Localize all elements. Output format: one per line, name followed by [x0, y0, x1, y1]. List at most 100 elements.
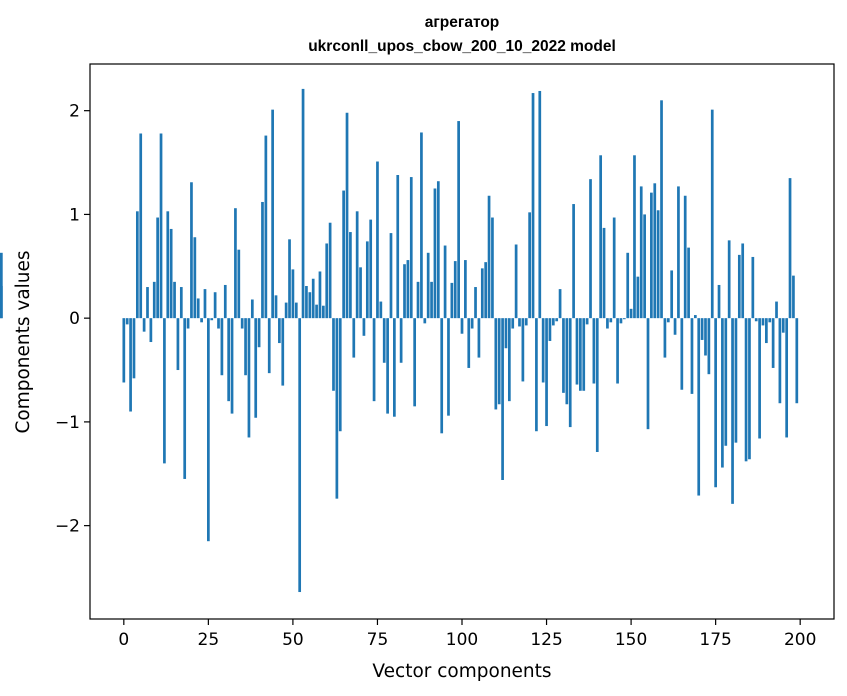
bar — [724, 318, 728, 446]
bar — [240, 318, 244, 329]
bar — [626, 252, 630, 319]
bar — [754, 318, 758, 322]
bar — [511, 318, 515, 329]
bar — [396, 175, 400, 319]
y-axis-ticks: −2 −1 0 1 2 — [55, 102, 90, 537]
bar — [321, 305, 325, 319]
bar — [349, 232, 352, 319]
bar — [386, 318, 389, 414]
bar — [159, 133, 163, 319]
bar — [721, 318, 724, 468]
bar — [305, 286, 308, 319]
bar — [311, 278, 315, 319]
bar — [795, 318, 799, 404]
bar — [267, 318, 271, 374]
bar — [609, 318, 613, 323]
bar — [636, 276, 640, 319]
bar — [683, 195, 687, 319]
x-tick-label: 100 — [446, 630, 478, 650]
bar — [0, 286, 3, 319]
bar — [379, 301, 383, 319]
bar — [548, 318, 552, 341]
bar — [301, 88, 305, 319]
bar — [639, 186, 643, 319]
bar — [484, 262, 488, 319]
y-axis-label: Components values — [13, 250, 34, 433]
bar — [227, 318, 231, 402]
bar — [693, 315, 697, 319]
bar — [592, 318, 596, 384]
x-tick-label: 175 — [699, 630, 731, 650]
bar — [504, 318, 508, 349]
bar — [453, 261, 457, 319]
bar — [582, 318, 586, 391]
bar — [420, 132, 423, 319]
bar — [237, 249, 241, 319]
bar — [514, 244, 518, 319]
bar — [338, 318, 342, 432]
bar — [748, 318, 751, 460]
bar — [281, 318, 285, 386]
bar — [125, 318, 129, 325]
bar — [660, 100, 663, 319]
bar — [494, 318, 498, 410]
bar — [139, 133, 143, 319]
bar — [163, 318, 166, 464]
bar — [335, 318, 339, 499]
bar — [792, 275, 795, 319]
bar — [440, 318, 444, 434]
bar — [619, 318, 623, 324]
bar — [318, 271, 322, 319]
bar — [734, 318, 738, 443]
bar — [217, 318, 220, 329]
bar — [700, 318, 704, 340]
bar — [186, 318, 190, 329]
bar — [426, 252, 430, 319]
bar — [612, 217, 616, 319]
bar — [190, 182, 193, 319]
bar — [345, 112, 349, 319]
bar — [132, 318, 136, 379]
bar — [680, 318, 684, 390]
bar — [264, 135, 268, 319]
bar — [207, 318, 210, 542]
bar — [430, 281, 433, 319]
bar — [562, 318, 565, 393]
bar — [545, 318, 548, 427]
x-tick-label: 50 — [282, 630, 304, 650]
bar — [579, 318, 582, 391]
bar — [176, 318, 180, 371]
bar — [230, 318, 234, 414]
bar — [744, 318, 748, 462]
bar-series — [0, 88, 799, 593]
bar — [464, 260, 467, 319]
bar — [541, 318, 545, 383]
bar — [501, 318, 504, 480]
bar — [737, 254, 741, 319]
bar — [156, 217, 159, 319]
x-axis-ticks: 0 25 50 75 100 125 150 175 200 — [118, 619, 816, 650]
y-tick-label: 2 — [69, 102, 80, 122]
bar — [423, 318, 427, 324]
bar — [173, 281, 176, 319]
bar — [528, 212, 531, 319]
bar — [480, 268, 484, 319]
bar — [210, 318, 214, 321]
bar — [690, 318, 694, 394]
bar — [142, 318, 146, 332]
bar — [406, 260, 410, 319]
bar — [122, 318, 126, 383]
x-tick-label: 150 — [615, 630, 647, 650]
bar — [169, 228, 173, 319]
y-tick-label: −1 — [55, 413, 80, 433]
bar — [714, 318, 717, 488]
bar — [656, 210, 660, 319]
bar — [677, 186, 680, 319]
bar — [731, 318, 734, 504]
bar — [717, 284, 721, 319]
bar — [524, 318, 528, 326]
bar — [602, 227, 606, 319]
bar — [298, 318, 302, 593]
